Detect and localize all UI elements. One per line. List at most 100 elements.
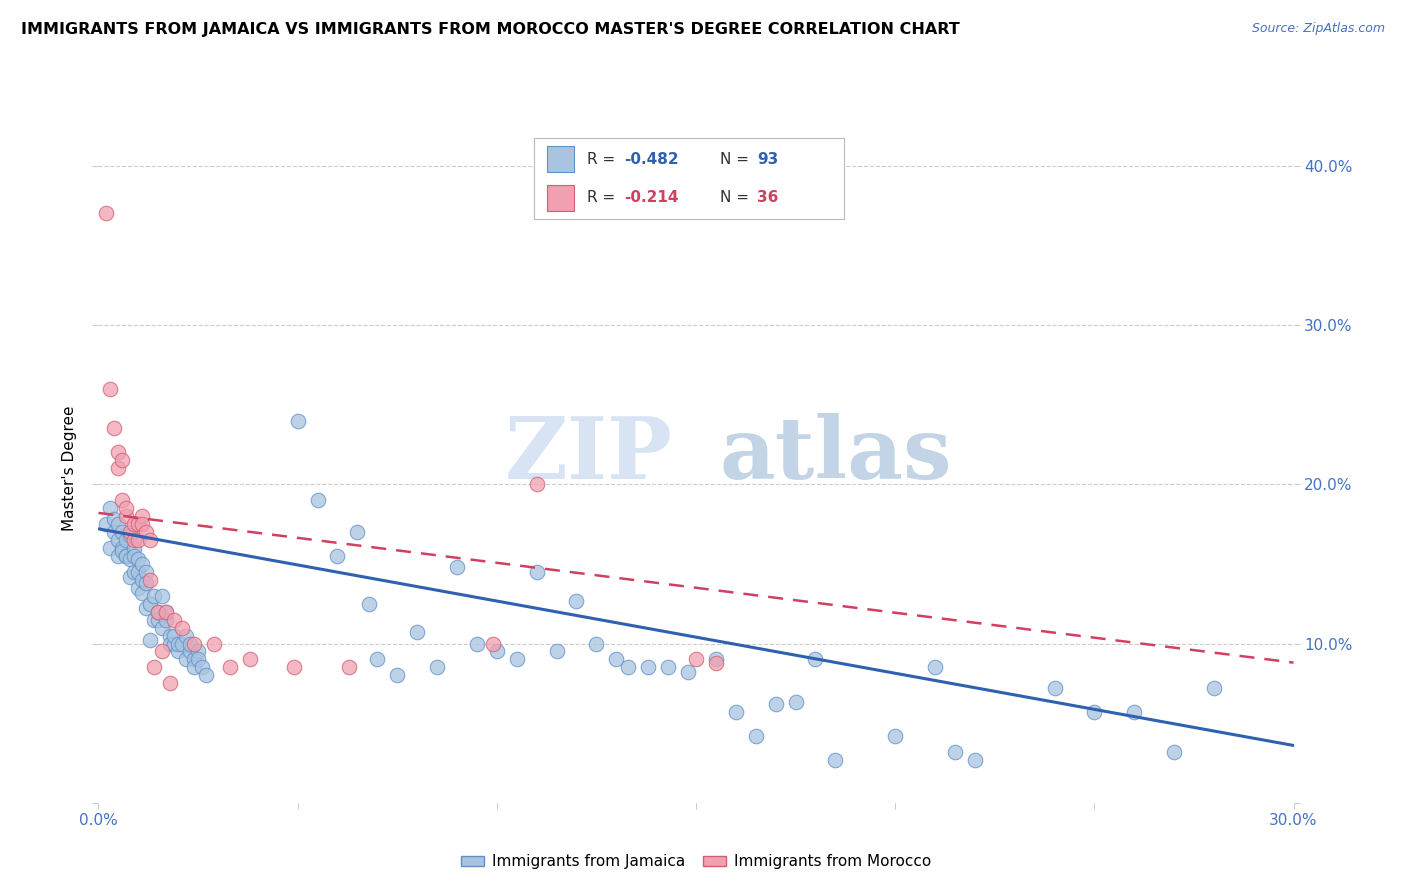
- Point: [124, 541, 146, 555]
- Point: [174, 628, 197, 642]
- Point: [339, 660, 360, 674]
- Text: -0.214: -0.214: [624, 190, 679, 205]
- Point: [135, 524, 157, 539]
- Point: [135, 601, 157, 615]
- Point: [107, 461, 129, 475]
- Text: R =: R =: [586, 190, 620, 205]
- Point: [167, 644, 190, 658]
- Point: [406, 625, 429, 640]
- Point: [124, 517, 146, 532]
- Point: [115, 549, 138, 563]
- Point: [163, 613, 186, 627]
- Point: [124, 549, 146, 563]
- Point: [1163, 745, 1185, 759]
- Point: [183, 652, 205, 666]
- Point: [804, 652, 827, 666]
- Point: [111, 453, 134, 467]
- Point: [195, 668, 218, 682]
- Point: [191, 660, 214, 674]
- Point: [174, 652, 197, 666]
- Point: [127, 517, 149, 532]
- Point: [150, 589, 173, 603]
- Text: R =: R =: [586, 152, 620, 167]
- Point: [172, 621, 194, 635]
- Point: [127, 552, 149, 566]
- Point: [120, 528, 142, 542]
- Point: [155, 605, 177, 619]
- Point: [96, 206, 118, 220]
- Point: [366, 652, 388, 666]
- Point: [617, 660, 640, 674]
- Point: [426, 660, 449, 674]
- Point: [239, 652, 262, 666]
- Point: [585, 636, 607, 650]
- Point: [346, 524, 368, 539]
- Point: [724, 705, 747, 719]
- Point: [963, 753, 986, 767]
- Point: [107, 533, 129, 547]
- Point: [107, 517, 129, 532]
- Point: [765, 697, 787, 711]
- Point: [107, 549, 129, 563]
- Point: [148, 613, 170, 627]
- Point: [155, 613, 177, 627]
- Point: [1083, 705, 1105, 719]
- Point: [924, 660, 946, 674]
- Bar: [547, 185, 575, 211]
- Point: [143, 589, 166, 603]
- Point: [115, 549, 138, 563]
- Point: [115, 501, 138, 516]
- Point: [657, 660, 679, 674]
- Point: [943, 745, 966, 759]
- Point: [111, 544, 134, 558]
- Point: [359, 597, 381, 611]
- Point: [183, 636, 205, 650]
- Point: [124, 533, 146, 547]
- Point: [100, 382, 122, 396]
- Point: [100, 501, 122, 516]
- Point: [120, 552, 142, 566]
- Point: [150, 644, 173, 658]
- Point: [135, 576, 157, 591]
- Point: [824, 753, 846, 767]
- Point: [100, 541, 122, 555]
- Text: atlas: atlas: [720, 413, 952, 497]
- Point: [481, 636, 505, 650]
- Point: [187, 652, 209, 666]
- Point: [446, 560, 468, 574]
- Point: [704, 652, 727, 666]
- Point: [704, 656, 727, 670]
- Point: [148, 605, 170, 619]
- Point: [159, 628, 181, 642]
- Point: [131, 585, 153, 599]
- Point: [103, 512, 125, 526]
- Point: [1123, 705, 1146, 719]
- Point: [1202, 681, 1225, 695]
- Point: [526, 477, 548, 491]
- Text: -0.482: -0.482: [624, 152, 679, 167]
- Point: [127, 533, 149, 547]
- Point: [485, 644, 508, 658]
- Point: [183, 660, 205, 674]
- Point: [307, 493, 329, 508]
- Point: [326, 549, 349, 563]
- Point: [111, 524, 134, 539]
- Point: [139, 633, 162, 648]
- Point: [111, 493, 134, 508]
- Point: [179, 636, 201, 650]
- Point: [143, 660, 166, 674]
- Point: [131, 557, 153, 571]
- Point: [385, 668, 409, 682]
- Point: [131, 517, 153, 532]
- Point: [172, 636, 194, 650]
- Text: ZIP: ZIP: [505, 413, 672, 497]
- Point: [159, 636, 181, 650]
- Point: [785, 696, 807, 710]
- Point: [163, 628, 186, 642]
- Text: Source: ZipAtlas.com: Source: ZipAtlas.com: [1251, 22, 1385, 36]
- Point: [745, 729, 768, 743]
- Legend: Immigrants from Jamaica, Immigrants from Morocco: Immigrants from Jamaica, Immigrants from…: [456, 848, 936, 875]
- Point: [115, 533, 138, 547]
- Point: [131, 573, 153, 587]
- Point: [120, 569, 142, 583]
